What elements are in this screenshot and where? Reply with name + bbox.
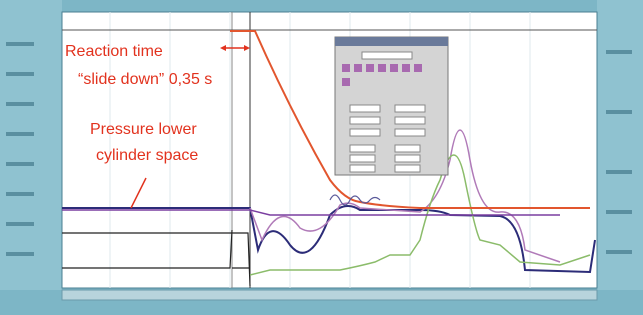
screenshot: Reaction time “slide down” 0,35 s Pressu…: [0, 0, 643, 315]
status-bar: [62, 303, 597, 313]
dialog[interactable]: [335, 37, 448, 175]
annotation: cylinder space: [96, 147, 198, 164]
right-axis-strip: [597, 0, 643, 290]
annotation: Reaction time: [65, 43, 163, 60]
annotation: Pressure lower: [90, 121, 197, 138]
page: Reaction time “slide down” 0,35 s Pressu…: [0, 0, 643, 315]
scrollbar[interactable]: [62, 290, 597, 300]
annotation: “slide down” 0,35 s: [78, 71, 212, 88]
